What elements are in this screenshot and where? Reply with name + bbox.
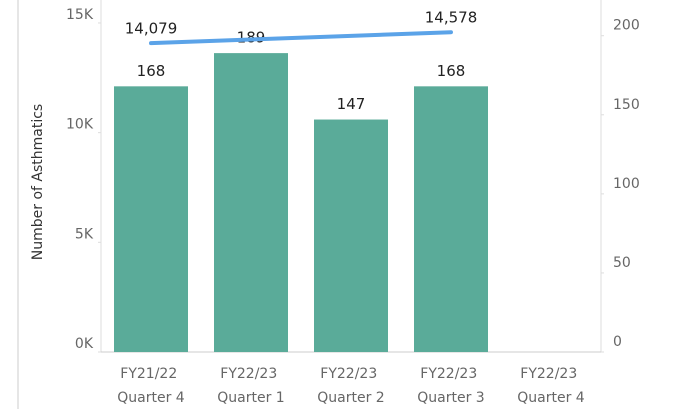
x-tick-label: FY22/23 Quarter 2	[317, 366, 384, 406]
x-tick-label: FY21/22 Quarter 4	[117, 366, 185, 406]
data-label: 14,079	[125, 20, 178, 38]
bar	[414, 86, 488, 352]
data-label: 147	[337, 95, 366, 113]
y2-tick-label: 0	[613, 334, 622, 350]
line	[149, 30, 453, 46]
data-label: 14,578	[425, 9, 478, 27]
y-tick-label: 15K	[66, 7, 94, 23]
y-axis-label: Number of Asthmatics	[30, 104, 46, 260]
data-label: 168	[137, 62, 166, 80]
bar	[314, 119, 388, 352]
y-tick-label: 5K	[75, 226, 94, 242]
y2-tick-label: 200	[613, 18, 640, 34]
y-tick-label: 0K	[75, 336, 94, 352]
x-tick-label: FY22/23 Quarter 4	[517, 366, 585, 406]
data-label: 168	[437, 62, 466, 80]
y2-tick-label: 150	[613, 97, 640, 113]
bar	[114, 86, 188, 352]
x-tick-label: FY22/23 Quarter 1	[217, 366, 284, 406]
y2-tick-label: 50	[613, 255, 631, 271]
y2-tick-label: 100	[613, 176, 640, 192]
bar	[214, 53, 288, 353]
x-tick-label: FY22/23 Quarter 3	[417, 366, 484, 406]
y-tick-label: 10K	[66, 117, 94, 133]
